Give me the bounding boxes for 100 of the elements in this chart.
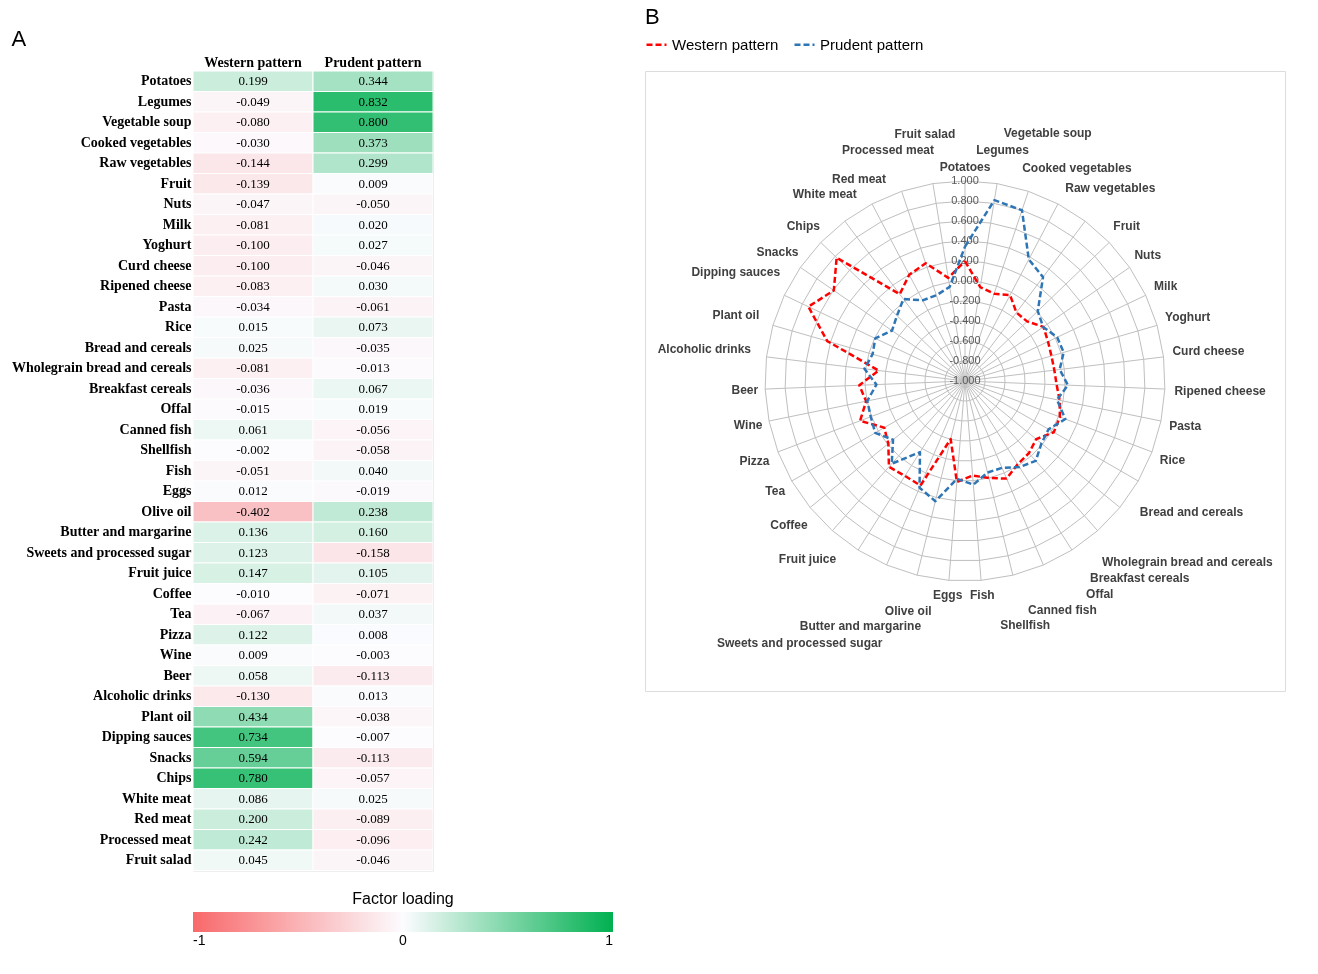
y-tick-label: Bread and cereals [84, 339, 193, 355]
spoke-label: Milk [1153, 278, 1178, 293]
data-label: -0.046 [356, 257, 391, 273]
y-tick-label: Coffee [152, 585, 192, 601]
data-label: 0.030 [358, 278, 388, 294]
data-label: -0.100 [236, 257, 270, 273]
spoke-label: Curd cheese [1172, 344, 1245, 359]
data-label: 0.594 [238, 749, 269, 765]
data-label: 0.299 [358, 155, 388, 171]
data-label: -0.019 [356, 483, 390, 499]
y-tick-label: Canned fish [119, 421, 192, 437]
y-tick-label: Milk [162, 216, 192, 232]
spoke-label: Chips [786, 218, 821, 233]
spoke-label: Vegetable soup [1003, 126, 1092, 141]
data-label: -0.051 [236, 462, 270, 478]
data-label: 0.040 [358, 462, 388, 478]
data-label: -0.071 [356, 585, 390, 601]
y-tick-label: Yoghurt [142, 237, 192, 253]
y-tick-label: Olive oil [141, 503, 192, 519]
spoke-label: Pasta [1169, 418, 1202, 433]
y-tick-label: -0.400 [949, 314, 981, 326]
data-label: -0.130 [236, 688, 270, 704]
chart-title: A [11, 26, 27, 51]
data-label: 0.242 [238, 831, 268, 847]
data-label: 0.434 [238, 708, 269, 724]
data-label: 0.009 [238, 647, 268, 663]
spoke-label: Wholegrain bread and cereals [1101, 555, 1273, 570]
spoke-label: Fish [969, 588, 995, 603]
data-label: -0.047 [236, 196, 271, 212]
color-bar-label: 0 [399, 932, 408, 948]
y-tick-label: Wine [159, 647, 192, 663]
data-label: -0.057 [356, 770, 391, 786]
data-label: 0.832 [358, 93, 388, 109]
y-tick-label: Butter and margarine [60, 524, 192, 540]
y-tick-label: 1.000 [951, 174, 979, 186]
spoke-label: Yoghurt [1165, 309, 1211, 324]
spoke-label: Fruit [1113, 218, 1140, 233]
y-tick-label: Wholegrain bread and cereals [11, 360, 193, 376]
data-label: -0.061 [356, 298, 390, 314]
data-label: -0.089 [356, 811, 390, 827]
data-label: 0.160 [358, 524, 388, 540]
data-label: -0.002 [236, 442, 270, 458]
y-tick-label: -1.000 [949, 374, 981, 386]
data-label: 0.199 [238, 73, 268, 89]
y-tick-label: Fruit juice [128, 565, 192, 581]
y-tick-label: 0.400 [951, 234, 979, 246]
spoke-label: Fruit salad [894, 127, 956, 142]
data-label: 0.015 [238, 319, 268, 335]
spoke-label: Olive oil [884, 604, 932, 619]
data-label: -0.056 [356, 421, 391, 437]
y-tick-label: 0.200 [951, 254, 979, 266]
y-tick-label: Processed meat [99, 831, 192, 847]
data-label: -0.158 [356, 544, 390, 560]
data-label: -0.144 [236, 155, 271, 171]
spoke-label: Rice [1159, 452, 1186, 467]
y-tick-label: Shellfish [140, 442, 192, 458]
spoke-label: Legumes [976, 143, 1030, 158]
data-label: 0.073 [358, 319, 388, 335]
spoke-label: Beer [731, 382, 759, 397]
y-tick-label: Alcoholic drinks [93, 688, 193, 704]
y-tick-label: Pizza [159, 626, 192, 642]
data-label: 0.373 [358, 134, 388, 150]
spoke-label: Offal [1086, 587, 1114, 602]
data-label: 0.086 [238, 790, 269, 806]
data-label: -0.038 [356, 708, 390, 724]
spoke-label: Wine [733, 418, 763, 433]
y-tick-label: -0.800 [949, 354, 981, 366]
data-label: 0.025 [238, 339, 268, 355]
data-label: -0.080 [236, 114, 270, 130]
chart-title: B [645, 4, 660, 29]
spoke-label: Cooked vegetables [1022, 160, 1132, 175]
data-label: -0.058 [356, 442, 390, 458]
data-label: -0.010 [236, 585, 270, 601]
y-tick-label: Sweets and processed sugar [26, 544, 192, 560]
spoke-label: Alcoholic drinks [657, 342, 752, 357]
data-label: -0.100 [236, 237, 270, 253]
y-tick-label: -0.200 [949, 294, 981, 306]
data-label: 0.105 [358, 565, 388, 581]
y-tick-label: Ripened cheese [100, 278, 192, 294]
data-label: 0.009 [358, 175, 388, 191]
spoke-label: Butter and margarine [799, 619, 922, 634]
data-label: -0.030 [236, 134, 270, 150]
y-tick-label: Beer [163, 667, 192, 683]
spoke-label: White meat [792, 187, 857, 202]
spoke-label: Nuts [1134, 247, 1162, 262]
data-label: 0.122 [238, 626, 268, 642]
data-label: -0.035 [356, 339, 390, 355]
y-tick-label: Chips [156, 770, 193, 786]
y-tick-label: Legumes [137, 93, 193, 109]
y-tick-label: Nuts [163, 196, 193, 212]
data-label: 0.058 [238, 667, 268, 683]
spoke-label: Processed meat [841, 143, 935, 158]
y-tick-label: Eggs [162, 483, 193, 499]
y-tick-label: Raw vegetables [99, 155, 193, 171]
data-label: -0.402 [236, 503, 270, 519]
data-label: -0.050 [356, 196, 390, 212]
spoke-label: Tea [765, 483, 786, 498]
spoke-label: Dipping sauces [691, 265, 781, 280]
legend-label: Western pattern [672, 35, 779, 53]
data-label: 0.020 [358, 216, 388, 232]
